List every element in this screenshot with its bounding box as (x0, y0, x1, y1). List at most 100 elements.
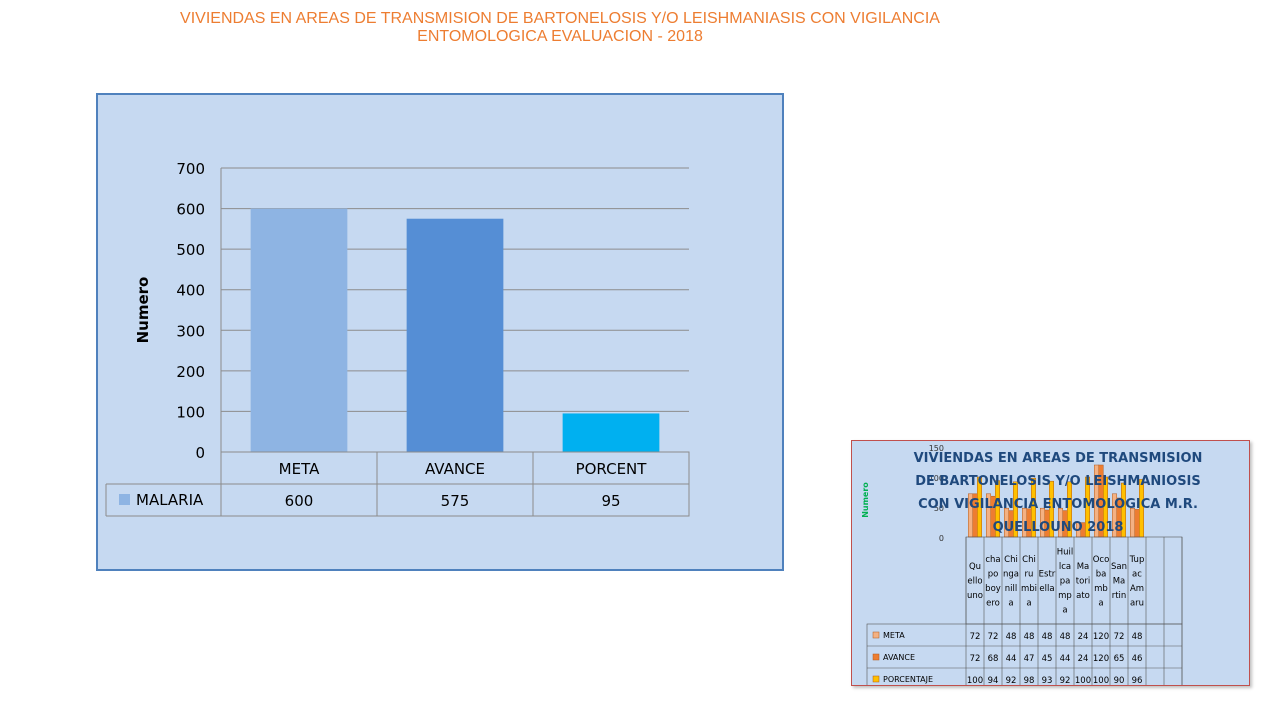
small-x-category-line: mp (1058, 591, 1072, 601)
small-x-category-label: cha po boy ero (985, 555, 1001, 609)
small-x-category-line: rtin (1112, 591, 1127, 601)
small-chart-title-line: QUELLOUNO 2018 (993, 520, 1124, 535)
data-table-value: 575 (441, 492, 470, 510)
y-axis-label: Numero (134, 277, 152, 344)
small-x-category-label: Chi ru mbi a (1021, 555, 1037, 609)
small-chart-title-line: DE BARTONELOSIS Y/O LEISHMANIOSIS (915, 474, 1201, 489)
small-x-category-label: Chi nga nill a (1003, 555, 1019, 609)
small-legend-key-avance (872, 653, 880, 661)
small-x-category-line: po (988, 569, 999, 579)
small-x-category-line: Oco (1093, 555, 1110, 565)
small-table-value: 72 (970, 654, 981, 664)
malaria-chart-panel: 0 100 200 300 400 500 600 700 Numero META 600 AVANC… (96, 93, 784, 571)
small-x-category-line: mbi (1021, 584, 1037, 594)
small-y-tick-label: 0 (939, 534, 944, 543)
legend-key-malaria (119, 494, 130, 505)
small-x-category-label: San Ma rtin (1111, 562, 1127, 601)
legend-label-malaria: MALARIA (136, 491, 204, 509)
bar-meta (250, 208, 348, 452)
small-x-category-line: San (1111, 562, 1127, 572)
small-x-category-line: aru (1130, 598, 1144, 608)
small-legend-label-porcentaje: PORCENTAJE (883, 675, 933, 684)
small-x-category-label: Ma tori ato (1076, 562, 1090, 601)
small-x-category-label: Qu ello uno (967, 562, 983, 601)
small-table-value: 92 (1060, 676, 1071, 685)
small-x-category-line: Huil (1057, 548, 1074, 558)
small-legend-key-porcentaje (872, 675, 880, 683)
small-y-tick-label: 100 (929, 474, 944, 483)
small-x-category-line: ac (1132, 569, 1142, 579)
small-bar-avance (1134, 509, 1140, 538)
small-x-category-line: cha (985, 555, 1000, 565)
small-table-value: 120 (1093, 632, 1109, 642)
page-title-line-1: VIVIENDAS EN AREAS DE TRANSMISION DE BAR… (180, 10, 940, 27)
small-legend-label-meta: META (883, 631, 905, 640)
small-x-category-line: a (1062, 606, 1067, 616)
small-x-category-line: ato (1076, 591, 1090, 601)
small-x-category-label: Oco ba mb a (1093, 555, 1110, 609)
small-legend-label-avance: AVANCE (883, 653, 915, 662)
small-x-category-line: Chi (1022, 555, 1036, 565)
small-table-value: 100 (1075, 676, 1091, 685)
small-x-category-line: ru (1025, 569, 1034, 579)
small-table-value: 68 (988, 654, 999, 664)
small-table-value: 120 (1093, 654, 1109, 664)
small-table-value: 24 (1078, 632, 1089, 642)
small-table-value: 96 (1132, 676, 1143, 685)
small-table-value: 98 (1024, 676, 1035, 685)
small-table-value: 48 (1132, 632, 1143, 642)
small-x-category-line: boy (985, 584, 1001, 594)
small-chart-title-line: VIVIENDAS EN AREAS DE TRANSMISION (914, 451, 1203, 466)
small-x-category-line: a (1026, 598, 1031, 608)
small-x-category-label: Estr ella (1039, 569, 1056, 594)
y-tick-label: 400 (176, 282, 205, 300)
small-x-category-label: Tup ac Am aru (1129, 555, 1145, 609)
small-table-value: 90 (1114, 676, 1125, 685)
small-table-value: 92 (1006, 676, 1017, 685)
y-tick-label: 100 (176, 403, 205, 421)
small-table-value: 45 (1042, 654, 1053, 664)
x-category-label: PORCENT (576, 460, 648, 478)
small-table-value: 100 (1093, 676, 1109, 685)
small-x-category-line: Tup (1129, 555, 1145, 565)
small-bar-meta (1130, 507, 1135, 538)
small-x-category-line: Ma (1077, 562, 1090, 572)
small-x-category-line: ba (1096, 569, 1107, 579)
y-tick-label: 600 (176, 201, 205, 219)
small-legend-key-meta (872, 631, 880, 639)
bar-porcent (562, 413, 660, 452)
small-chart-title-line: CON VIGILANCIA ENTOMOLOGICA M.R. (918, 497, 1198, 512)
malaria-bar-chart: 0 100 200 300 400 500 600 700 Numero META 600 AVANC… (105, 160, 690, 517)
small-table-value: 44 (1006, 654, 1017, 664)
small-x-category-line: Am (1130, 584, 1144, 594)
data-table-value: 600 (285, 492, 314, 510)
small-table-value: 48 (1060, 632, 1071, 642)
small-x-category-line: pa (1060, 577, 1071, 587)
small-x-category-line: a (1098, 598, 1103, 608)
small-x-category-line: ella (1039, 584, 1054, 594)
small-table-value: 24 (1078, 654, 1089, 664)
small-y-tick-label: 50 (934, 504, 944, 513)
small-x-category-label: Huil lca pa mp a (1057, 548, 1074, 616)
small-chart-title: VIVIENDAS EN AREAS DE TRANSMISION DE BART… (914, 451, 1203, 535)
small-table-value: 48 (1042, 632, 1053, 642)
small-table-value: 47 (1024, 654, 1035, 664)
small-table-value: 65 (1114, 654, 1125, 664)
bar-avance (406, 218, 504, 452)
small-x-category-line: Estr (1039, 569, 1056, 579)
small-table-value: 44 (1060, 654, 1071, 664)
y-tick-label: 0 (195, 444, 205, 462)
y-tick-label: 200 (176, 363, 205, 381)
small-x-category-line: Chi (1004, 555, 1018, 565)
small-table-value: 72 (1114, 632, 1125, 642)
small-x-category-line: Ma (1113, 577, 1126, 587)
small-x-category-line: nill (1005, 584, 1017, 594)
small-x-category-line: mb (1094, 584, 1108, 594)
page-title-line-2: ENTOMOLOGICA EVALUACION - 2018 (417, 28, 703, 45)
x-category-label: AVANCE (425, 460, 485, 478)
data-table-value: 95 (601, 492, 620, 510)
small-table-value: 48 (1024, 632, 1035, 642)
small-x-category-line: uno (967, 591, 983, 601)
small-x-category-line: Qu (969, 562, 981, 572)
small-table-value: 93 (1042, 676, 1053, 685)
